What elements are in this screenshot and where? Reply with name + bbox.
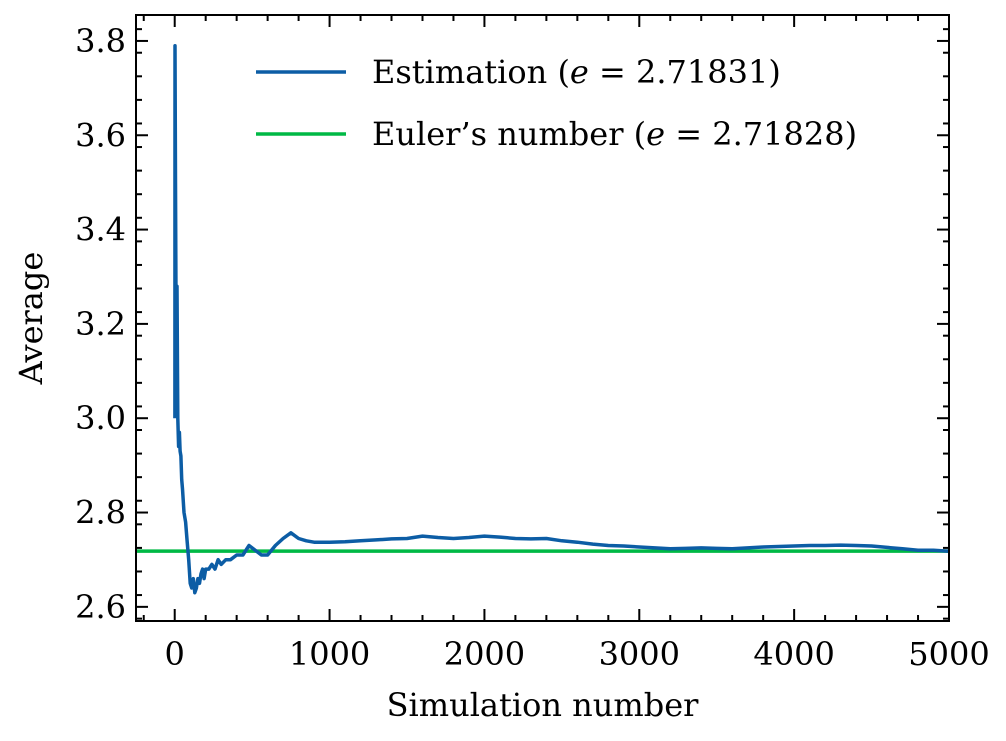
x-tick-label: 3000 [599,635,680,673]
x-tick-label: 2000 [444,635,525,673]
x-tick-label: 5000 [908,635,989,673]
y-axis-title: Average [12,252,50,386]
plot-frame [135,14,950,622]
x-tick-label: 1000 [289,635,370,673]
y-tick-label: 3.0 [75,399,126,437]
series-line-estimation [173,43,949,595]
legend-label-euler: Euler’s number (e = 2.71828) [372,115,857,153]
legend-label-estimation: Estimation (e = 2.71831) [372,53,781,91]
tick-labels: 0 1000 2000 3000 4000 5000 2.6 2.8 3.0 3.2 3.4 3.6 3… [75,22,990,673]
legend: Estimation (e = 2.71831) Euler’s number … [256,53,857,153]
x-tick-label: 4000 [753,635,834,673]
y-tick-label: 3.2 [75,305,126,343]
plot-lines [136,43,949,595]
y-tick-label: 3.8 [75,22,126,60]
x-axis-title: Simulation number [387,686,700,724]
y-tick-label: 3.4 [75,211,126,249]
y-tick-label: 3.6 [75,116,126,154]
y-tick-label: 2.8 [75,494,126,532]
y-tick-label: 2.6 [75,588,126,626]
ticks [136,15,950,621]
x-tick-label: 0 [165,635,185,673]
